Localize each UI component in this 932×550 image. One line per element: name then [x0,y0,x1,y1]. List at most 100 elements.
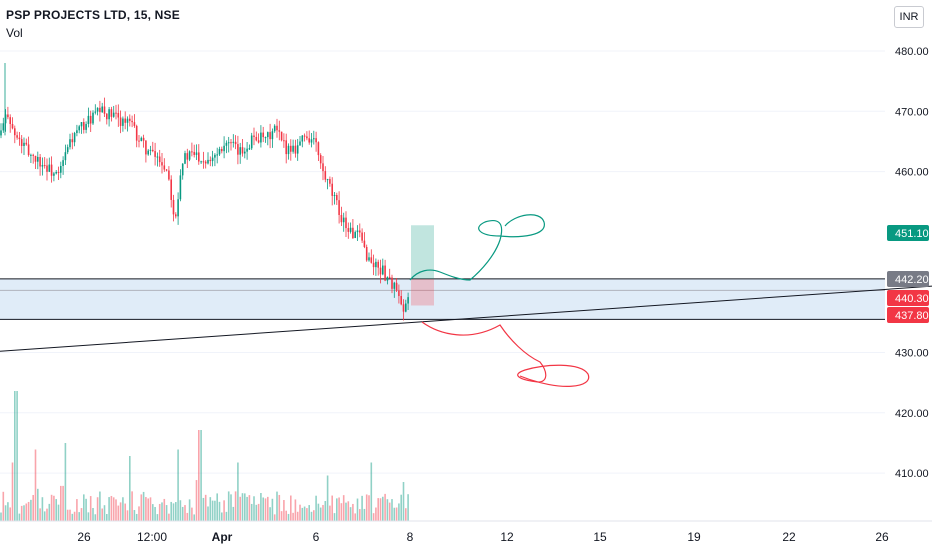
trend-line[interactable] [0,285,932,352]
volume-bar [377,498,379,521]
volume-bar [39,508,41,521]
volume-bar [119,502,122,521]
candle-body [25,142,28,145]
volume-bar [216,493,218,521]
position-stop-box[interactable] [411,278,434,306]
volume-bar [264,498,267,521]
volume-bar [115,499,117,521]
volume-bar [372,513,375,521]
candle-body [391,277,393,289]
x-tick-label: 26 [875,530,889,544]
candle-body [347,228,350,232]
volume-bar [214,500,216,521]
candle-body [234,141,237,145]
candle-body [99,107,101,113]
grid [0,50,885,474]
volume-bar [379,498,382,521]
volume-bar [322,504,324,521]
volume-bar [181,506,184,521]
volume-bar [66,509,69,521]
candle-body [395,282,398,291]
volume-bar [142,491,145,521]
candle-body [94,111,97,113]
candle-body [115,112,117,114]
volume-bar [92,507,94,521]
candle-body [241,147,244,154]
x-tick-label: 12 [500,530,514,544]
volume-bar [83,494,85,521]
volume-bar [140,494,143,521]
volume-bar [46,508,48,521]
volume-bar [177,449,179,521]
volume-bar [138,506,140,521]
price-badge-label: 451.10 [895,228,929,240]
candle-body [179,175,182,200]
candle-body [278,130,281,132]
volume-bar [365,494,368,521]
volume-bar [370,462,373,521]
candle-body [230,142,232,144]
candle-body [198,152,200,162]
candle-body [204,161,207,164]
volume-bar [244,493,246,521]
volume-bar [193,514,195,521]
volume-bar [393,507,396,521]
candle-body [386,276,389,281]
candle-body [133,122,136,126]
volume-bar [152,504,154,521]
chart-header: PSP PROJECTS LTD, 15, NSE Vol [6,8,180,40]
red-drawing[interactable] [421,321,590,387]
volume-bar [158,503,161,521]
volume-bar [200,430,202,521]
candle-body [402,304,405,312]
candle-body [41,165,44,167]
volume-bar [202,497,205,521]
green-drawing[interactable] [409,214,545,281]
candle-body [30,154,32,156]
candle-body [117,112,120,118]
volume-bar [283,500,285,521]
candle-body [248,148,251,150]
candle-body [60,166,62,173]
volume-bar [292,512,294,521]
price-axis[interactable]: 480.00 470.00 460.00 430.00 420.00 410.00 [895,46,929,480]
y-tick-label: 410.00 [895,468,929,480]
currency-button[interactable]: INR [894,6,924,28]
symbol-title[interactable]: PSP PROJECTS LTD, 15, NSE [6,8,180,22]
candle-body [69,139,71,148]
candle-body [407,297,409,304]
volume-bar [145,497,147,521]
position-target-box[interactable] [411,225,434,279]
candle-body [83,122,85,130]
volume-bar [395,507,398,521]
candle-body [292,145,294,152]
candle-body [269,132,271,140]
volume-bar [257,503,260,521]
candle-body [106,113,108,120]
volume-indicator-label[interactable]: Vol [6,26,23,40]
candles [0,63,409,321]
candle-body [308,138,310,143]
volume-bar [234,491,237,521]
volume-bar [303,506,306,521]
volume-bars [0,391,409,521]
volume-bar [106,514,108,521]
volume-bar [250,503,253,521]
candle-body [382,265,384,275]
volume-bar [41,497,44,521]
candle-body [202,161,205,163]
candle-body [365,246,368,261]
candle-body [340,215,343,223]
candle-body [244,151,246,154]
candle-body [62,160,64,167]
volume-bar [20,505,23,521]
candle-body [287,145,290,155]
time-axis[interactable]: 26 12:00 Apr 6 8 12 15 19 22 26 [77,530,889,544]
candle-body [375,261,377,268]
volume-bar [255,504,258,521]
candle-body [55,172,57,174]
candle-body [80,122,83,127]
candle-body [223,145,225,152]
candle-body [285,140,287,155]
